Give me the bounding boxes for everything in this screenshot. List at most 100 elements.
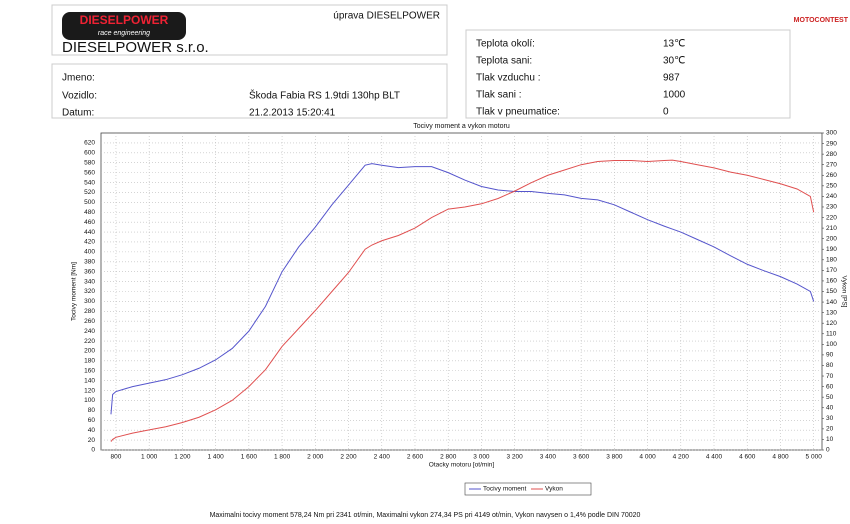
y2-axis-label: Vykon [PS] <box>840 276 847 308</box>
legend-label: Tocivy moment <box>483 486 527 493</box>
y2-tick-label: 120 <box>826 320 837 327</box>
field-value: Škoda Fabia RS 1.9tdi 130hp BLT <box>249 89 400 102</box>
x-tick-label: 2 400 <box>374 454 391 461</box>
field-label: Datum: <box>62 108 94 119</box>
x-tick-label: 1 200 <box>174 454 191 461</box>
x-tick-label: 1 800 <box>274 454 291 461</box>
y2-tick-label: 50 <box>826 394 834 401</box>
condition-value: 0 <box>663 107 669 118</box>
logo-subtitle: race engineering <box>98 30 150 37</box>
x-tick-label: 3 800 <box>606 454 623 461</box>
service: úprava DIESELPOWER <box>333 11 440 22</box>
y2-tick-label: 300 <box>826 130 837 137</box>
x-tick-label: 3 000 <box>473 454 490 461</box>
y-tick-label: 520 <box>84 189 95 196</box>
field-label: Vozidlo: <box>62 91 97 102</box>
condition-label: Teplota sani: <box>476 56 532 67</box>
y-tick-label: 400 <box>84 249 95 256</box>
y2-tick-label: 260 <box>826 172 837 179</box>
y-tick-label: 500 <box>84 199 95 206</box>
y2-tick-label: 130 <box>826 309 837 316</box>
y-tick-label: 200 <box>84 348 95 355</box>
x-tick-label: 5 000 <box>806 454 823 461</box>
y-tick-label: 300 <box>84 298 95 305</box>
y2-tick-label: 10 <box>826 436 834 443</box>
y2-tick-label: 90 <box>826 352 834 359</box>
y-tick-label: 40 <box>88 427 96 434</box>
partner-logo: MOTOCONTEST <box>794 17 849 24</box>
y-tick-label: 600 <box>84 150 95 157</box>
y2-tick-label: 250 <box>826 183 837 190</box>
x-tick-label: 4 400 <box>706 454 723 461</box>
y2-tick-label: 80 <box>826 362 834 369</box>
x-tick-label: 4 200 <box>673 454 690 461</box>
y2-tick-label: 220 <box>826 214 837 221</box>
y2-tick-label: 100 <box>826 341 837 348</box>
vehicle-box <box>51 63 448 119</box>
y-tick-label: 620 <box>84 140 95 147</box>
chart-title: Tocivy moment a vykon motoru <box>413 123 510 130</box>
condition-label: Tlak v pneumatice: <box>476 107 560 118</box>
y-tick-label: 540 <box>84 179 95 186</box>
y-tick-label: 220 <box>84 338 95 345</box>
x-tick-label: 4 600 <box>739 454 756 461</box>
y-tick-label: 440 <box>84 229 95 236</box>
y2-tick-label: 290 <box>826 140 837 147</box>
x-tick-label: 4 800 <box>772 454 789 461</box>
conditions-box <box>465 29 791 119</box>
y-tick-label: 100 <box>84 397 95 404</box>
y-tick-label: 280 <box>84 308 95 315</box>
y-tick-label: 340 <box>84 278 95 285</box>
y2-tick-label: 20 <box>826 426 834 433</box>
x-tick-label: 2 800 <box>440 454 457 461</box>
y-tick-label: 260 <box>84 318 95 325</box>
x-tick-label: 3 600 <box>573 454 590 461</box>
y2-tick-label: 170 <box>826 267 837 274</box>
y2-tick-label: 240 <box>826 193 837 200</box>
y2-tick-label: 150 <box>826 288 837 295</box>
condition-value: 987 <box>663 73 680 84</box>
y-tick-label: 0 <box>91 447 95 454</box>
y-tick-label: 360 <box>84 268 95 275</box>
series-line <box>110 163 815 415</box>
y2-tick-label: 60 <box>826 383 834 390</box>
x-tick-label: 4 000 <box>639 454 656 461</box>
y2-tick-label: 230 <box>826 204 837 211</box>
y-tick-label: 160 <box>84 367 95 374</box>
x-axis-label: Otacky motoru [ot/min] <box>429 462 495 469</box>
y2-tick-label: 190 <box>826 246 837 253</box>
legend <box>464 482 592 496</box>
logo-text: DIESELPOWER <box>80 13 169 27</box>
condition-value: 1000 <box>663 90 686 101</box>
y2-tick-label: 180 <box>826 257 837 264</box>
field-label: Jmeno: <box>62 73 95 84</box>
y2-tick-label: 30 <box>826 415 834 422</box>
y2-tick-label: 160 <box>826 278 837 285</box>
x-tick-label: 1 000 <box>141 454 158 461</box>
x-tick-label: 2 600 <box>407 454 424 461</box>
y-tick-label: 320 <box>84 288 95 295</box>
field-value: 21.2.2013 15:20:41 <box>249 108 336 119</box>
y2-tick-label: 270 <box>826 161 837 168</box>
y-tick-label: 140 <box>84 377 95 384</box>
y-tick-label: 580 <box>84 159 95 166</box>
condition-label: Teplota okolí: <box>476 39 535 50</box>
y2-tick-label: 140 <box>826 299 837 306</box>
y-tick-label: 480 <box>84 209 95 216</box>
legend-label: Vykon <box>545 486 563 493</box>
y-tick-label: 560 <box>84 169 95 176</box>
x-tick-label: 800 <box>111 454 122 461</box>
y2-tick-label: 200 <box>826 235 837 242</box>
y-tick-label: 60 <box>88 417 96 424</box>
y2-tick-label: 280 <box>826 151 837 158</box>
y-tick-label: 180 <box>84 358 95 365</box>
y-tick-label: 80 <box>88 407 96 414</box>
y-tick-label: 460 <box>84 219 95 226</box>
x-tick-label: 2 200 <box>340 454 357 461</box>
logo <box>62 12 186 40</box>
x-tick-label: 3 200 <box>507 454 524 461</box>
condition-value: 30℃ <box>663 56 685 67</box>
footer-note: Maximalni tocivy moment 578,24 Nm pri 23… <box>210 512 641 519</box>
y2-tick-label: 70 <box>826 373 834 380</box>
